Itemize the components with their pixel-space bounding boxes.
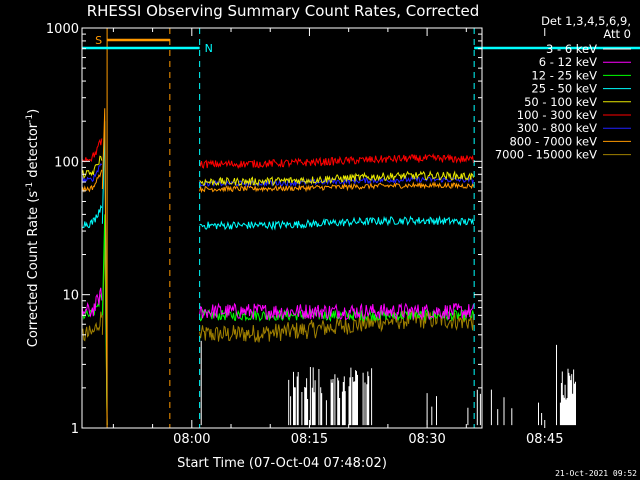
x-tick-label: 08:45: [526, 432, 563, 447]
series-line-early: [81, 163, 103, 183]
series-4: [81, 204, 474, 231]
series-line: [199, 181, 474, 194]
series-5: [81, 155, 474, 187]
series-8: [81, 169, 474, 194]
series-line-early: [81, 204, 103, 229]
legend-label: 50 - 100 keV: [524, 95, 597, 109]
flag-markers: SN: [82, 28, 640, 428]
series-line: [199, 170, 474, 187]
legend-label: 800 - 7000 keV: [509, 134, 597, 148]
legend-label: 25 - 50 keV: [531, 82, 597, 96]
legend-header-line-2: Att 0: [603, 27, 631, 41]
x-axis-label: Start Time (07-Oct-04 07:48:02): [177, 456, 387, 471]
series-line: [199, 302, 474, 321]
y-tick-label: 100: [54, 155, 79, 170]
legend-label: 6 - 12 keV: [539, 55, 597, 69]
y-axis-label: Corrected Count Rate (s-1 detector-1): [25, 109, 41, 347]
saa-flag-label: S: [95, 34, 102, 47]
series-2: [81, 287, 474, 321]
legend-label: 100 - 300 keV: [517, 108, 597, 122]
x-tick-label: 08:15: [291, 432, 328, 447]
legend-header-line-1: Det 1,3,4,5,6,9,: [541, 14, 631, 28]
series-line-early: [81, 138, 103, 163]
spike-line: [101, 108, 108, 426]
legend-label: 12 - 25 keV: [531, 68, 597, 82]
y-tick-label: 1: [71, 422, 79, 437]
plot-marks: SN: [81, 28, 640, 428]
x-tick-label: 08:00: [173, 432, 210, 447]
series-1: [200, 340, 576, 426]
series-line: [200, 340, 576, 426]
series-line: [199, 176, 474, 188]
legend-label: 3 - 6 keV: [546, 42, 597, 56]
legend-label: 7000 - 15000 keV: [495, 148, 597, 162]
timestamp: 21-Oct-2021 09:52: [555, 469, 637, 478]
night-flag-label: N: [205, 42, 213, 55]
flare-spike: [101, 108, 108, 426]
series-line-early: [81, 287, 103, 318]
series-line-early: [81, 155, 103, 179]
y-tick-label: 1000: [46, 22, 79, 37]
series-7: [81, 163, 474, 188]
series-line: [199, 153, 474, 170]
series-line-early: [81, 311, 103, 342]
series-line: [199, 215, 474, 231]
plot-frame: [81, 27, 483, 429]
series-line: [199, 308, 474, 323]
chart-title: RHESSI Observing Summary Count Rates, Co…: [87, 2, 480, 20]
y-tick-label: 10: [62, 289, 79, 304]
series-line-early: [81, 169, 103, 193]
x-tick-label: 08:30: [408, 432, 445, 447]
legend-label: 300 - 800 keV: [517, 121, 597, 135]
series-6: [81, 138, 474, 170]
